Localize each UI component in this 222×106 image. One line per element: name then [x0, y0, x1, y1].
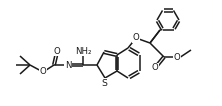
Text: O: O: [54, 47, 60, 56]
Text: NH₂: NH₂: [75, 47, 91, 56]
Text: O: O: [133, 33, 139, 43]
Text: S: S: [101, 79, 107, 87]
Text: O: O: [152, 63, 158, 73]
Text: O: O: [174, 52, 180, 61]
Text: N: N: [65, 61, 71, 70]
Text: O: O: [40, 68, 46, 77]
